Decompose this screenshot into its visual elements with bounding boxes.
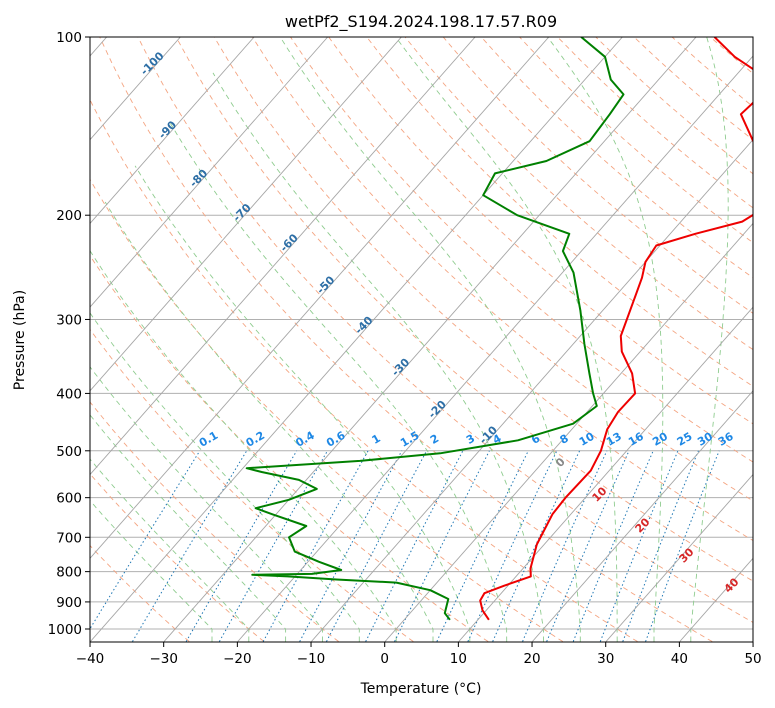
moist-adiabat xyxy=(395,37,618,642)
y-axis-title: Pressure (hPa) xyxy=(12,290,28,390)
mixing-ratio-line-13 xyxy=(522,450,608,642)
dry-adiabat xyxy=(404,37,753,351)
isotherm-0 xyxy=(384,222,753,642)
isotherm--80 xyxy=(90,37,329,308)
isotherm--70 xyxy=(90,37,402,392)
mixing-ratio-line-0.1 xyxy=(90,450,201,630)
plot-area: -100-90-80-70-60-50-40-30-20-100.1 0.2 0.4… xyxy=(90,37,753,642)
x-tick-label: −20 xyxy=(223,651,252,667)
x-tick-label: 50 xyxy=(744,651,761,667)
moist-adiabat xyxy=(212,72,544,642)
plot-frame xyxy=(89,36,754,643)
isotherm--50 xyxy=(90,37,550,560)
mixing-ratio-line-1.5 xyxy=(299,450,403,642)
skewed-isotherms xyxy=(90,37,753,642)
mixing-ratio-line-16 xyxy=(546,450,630,642)
isotherm--10 xyxy=(311,139,753,642)
moist-adiabats xyxy=(90,37,729,642)
moist-adiabat xyxy=(90,366,323,642)
moist-adiabat xyxy=(690,37,729,642)
dry-adiabat xyxy=(99,37,713,642)
x-axis-title: Temperature (°C) xyxy=(360,681,482,697)
dewpoint-profile-line xyxy=(245,37,625,621)
dry-adiabat xyxy=(90,254,489,642)
dry-adiabat xyxy=(90,98,638,642)
y-tick-label: 200 xyxy=(56,208,82,224)
temperature-profile-line xyxy=(479,37,753,621)
isotherm--100 xyxy=(90,37,181,141)
moist-adiabat xyxy=(134,165,471,642)
x-tick-label: −10 xyxy=(297,651,326,667)
y-tick-label: 700 xyxy=(56,530,82,546)
moist-adiabat xyxy=(90,312,360,642)
isotherm-20 xyxy=(532,390,753,642)
y-tick-label: 800 xyxy=(56,565,82,581)
x-tick-label: −30 xyxy=(149,651,178,667)
dry-adiabat xyxy=(442,37,753,314)
y-tick-label: 400 xyxy=(56,386,82,402)
dry-adiabat xyxy=(90,178,564,642)
chart-title: wetPf2_S194.2024.198.17.57.R09 xyxy=(285,12,557,32)
dry-adiabat xyxy=(90,473,265,642)
dry-adiabat xyxy=(175,37,753,582)
moist-adiabat xyxy=(547,37,664,642)
moist-adiabat xyxy=(104,201,434,642)
moist-adiabat xyxy=(279,37,581,642)
mixing-ratio-line-3 xyxy=(365,450,464,642)
dry-adiabat xyxy=(90,401,339,642)
y-axis: 100 200 300 400 500 600 700 800 900 1000 xyxy=(48,30,90,638)
x-tick-label: 10 xyxy=(450,651,467,667)
moist-adiabat xyxy=(90,458,250,642)
moist-adiabat xyxy=(90,414,287,642)
mixing-ratio-line-25 xyxy=(599,450,679,642)
isotherm-30 xyxy=(605,473,753,642)
x-tick-label: 30 xyxy=(597,651,614,667)
mixing-ratio-line-1 xyxy=(262,450,369,642)
isotherm--60 xyxy=(90,37,476,476)
y-tick-label: 500 xyxy=(56,444,82,460)
mixing-ratio-line-36 xyxy=(645,450,720,642)
isotherm--90 xyxy=(90,37,255,225)
y-tick-label: 1000 xyxy=(48,622,82,638)
moist-adiabat xyxy=(170,123,508,642)
moist-adiabat xyxy=(90,499,213,642)
mixing-ratio-line-30 xyxy=(622,450,699,642)
y-tick-label: 600 xyxy=(56,491,82,507)
isotherm--40 xyxy=(90,37,623,642)
dry-adiabat xyxy=(328,37,753,425)
profile-lines xyxy=(245,37,753,621)
x-tick-label: 40 xyxy=(671,651,688,667)
y-tick-label: 300 xyxy=(56,312,82,328)
mixing-ratio-line-4 xyxy=(394,450,490,642)
y-tick-label: 100 xyxy=(56,30,82,46)
mixing-ratio-line-20 xyxy=(572,450,654,642)
x-tick-label: −40 xyxy=(76,651,105,667)
isotherm-10 xyxy=(458,306,753,642)
pressure-gridlines xyxy=(90,37,753,630)
x-tick-label: 0 xyxy=(380,651,389,667)
isotherm--30 xyxy=(163,37,697,642)
x-axis: −40 −30 −20 −10 0 10 20 30 40 50 xyxy=(76,642,762,667)
y-tick-label: 900 xyxy=(56,595,82,611)
dry-adiabat xyxy=(137,37,753,623)
isotherm--20 xyxy=(237,55,753,642)
x-tick-label: 20 xyxy=(523,651,540,667)
